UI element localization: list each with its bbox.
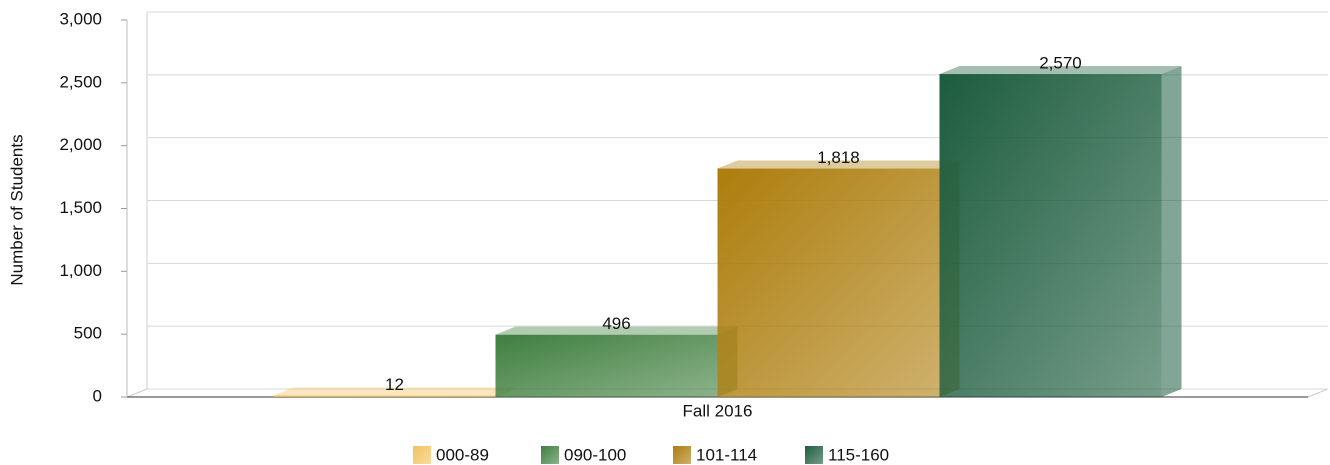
legend-label: 101-114 — [696, 445, 757, 464]
bar — [717, 168, 940, 397]
value-label: 2,570 — [1039, 54, 1082, 73]
floor-right — [1307, 388, 1329, 398]
bar-top — [273, 387, 516, 396]
y-tick-label: 1,500 — [59, 198, 102, 217]
legend-swatch — [413, 446, 431, 464]
y-tick-label: 2,500 — [59, 72, 102, 91]
y-tick-label: 0 — [93, 386, 102, 405]
bar-top — [495, 326, 738, 335]
bar-top — [939, 66, 1182, 75]
bar — [273, 395, 496, 397]
legend-label: 000-89 — [436, 445, 489, 464]
bar-side — [1161, 66, 1182, 397]
legend-label: 090-100 — [564, 445, 626, 464]
legend-swatch — [541, 446, 559, 464]
floor-edge — [126, 388, 148, 398]
x-tick-label: Fall 2016 — [683, 401, 753, 420]
y-tick-label: 3,000 — [59, 9, 102, 28]
value-label: 496 — [602, 314, 630, 333]
legend-swatch — [673, 446, 691, 464]
y-tick-label: 1,000 — [59, 261, 102, 280]
value-label: 1,818 — [817, 148, 860, 167]
y-axis-label: Number of Students — [7, 134, 26, 285]
bar — [939, 74, 1162, 397]
y-tick-label: 2,000 — [59, 135, 102, 154]
legend-label: 115-160 — [828, 445, 889, 464]
value-label: 12 — [385, 375, 404, 394]
bar — [495, 334, 718, 397]
legend-swatch — [805, 446, 823, 464]
bar-top — [717, 160, 960, 169]
y-tick-label: 500 — [74, 324, 102, 343]
